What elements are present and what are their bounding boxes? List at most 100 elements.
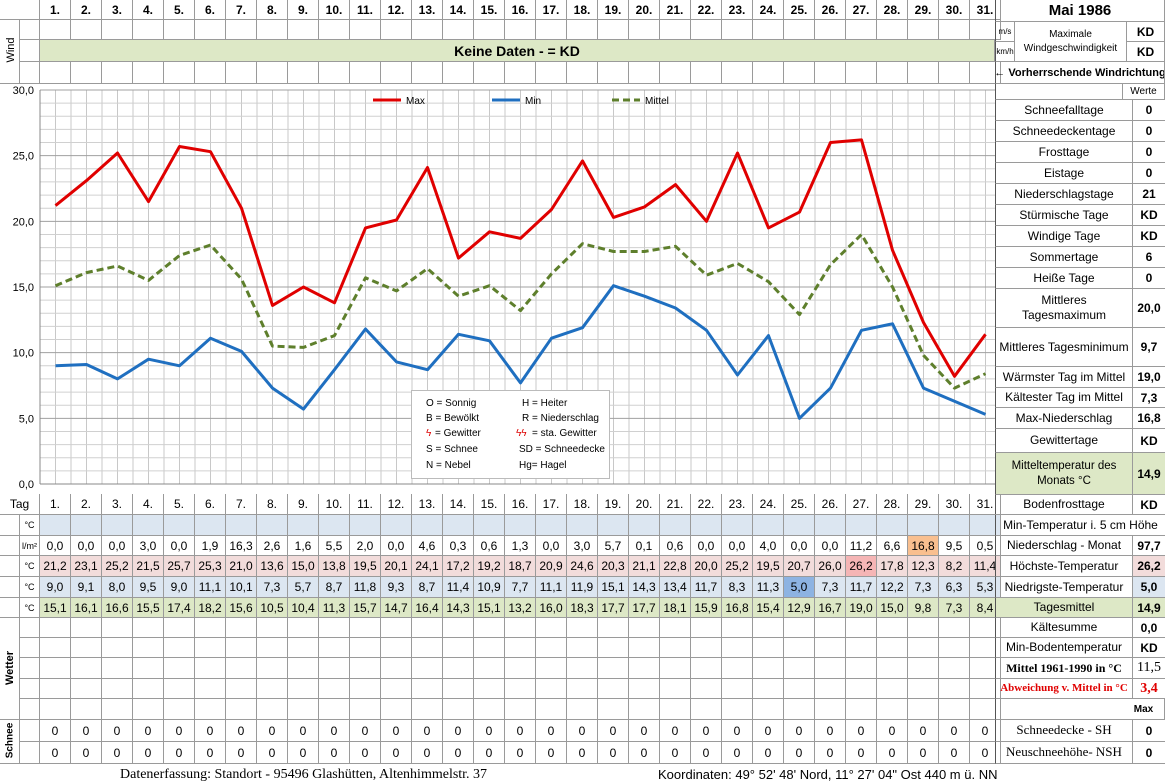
- stat-value: 7,3: [1140, 390, 1158, 405]
- stat-label: Schneefalltage: [996, 100, 1133, 120]
- wetter-cell: [40, 658, 71, 679]
- wetter-cell: [567, 658, 598, 679]
- wetter-cell: [133, 618, 164, 638]
- tmean-value: 16,0: [536, 598, 567, 618]
- wind-dir-cell: [784, 62, 815, 84]
- snow-nsh-value: 0: [598, 742, 629, 764]
- wetter-cell: [443, 638, 474, 658]
- tmean-value: 18,1: [660, 598, 691, 618]
- tmax-value: 25,2: [102, 556, 133, 577]
- wind-ms-cell: [226, 20, 257, 40]
- wetter-cell: [381, 638, 412, 658]
- y-tick-label: 30,0: [13, 85, 34, 97]
- y-tick-label: 5,0: [19, 413, 34, 425]
- wind-ms-cell: [598, 20, 629, 40]
- tmean-value: 15,5: [133, 598, 164, 618]
- summary-label: Niedrigste-Temperatur: [996, 577, 1133, 597]
- min5cm-value: [412, 515, 443, 536]
- min5cm-value: [102, 515, 133, 536]
- tmean-value: 15,1: [474, 598, 505, 618]
- wetter-cell: [164, 618, 195, 638]
- wetter-cell: [536, 638, 567, 658]
- day-header: 24.: [753, 0, 784, 20]
- wetter-cell: [412, 699, 443, 720]
- tmin-value: 8,7: [412, 577, 443, 598]
- unit-ms: m/s: [995, 22, 1015, 42]
- snow-nsh-value: 0: [40, 742, 71, 764]
- snow-sh-value: 0: [443, 720, 474, 742]
- tmax-value: 22,8: [660, 556, 691, 577]
- min5cm-value: [195, 515, 226, 536]
- day-footer-label: 10.: [319, 494, 350, 515]
- wetter-cell: [505, 679, 536, 699]
- wetter-cell: [846, 658, 877, 679]
- min5cm-value: [319, 515, 350, 536]
- wetter-cell: [474, 679, 505, 699]
- summary-value: 5,0: [1133, 577, 1165, 597]
- tmax-value: 21,2: [40, 556, 71, 577]
- lower-stat-value: 11,5: [1137, 660, 1161, 675]
- tmin-value: 5,7: [288, 577, 319, 598]
- precip-value: 0,6: [474, 536, 505, 556]
- tmax-value: 19,5: [753, 556, 784, 577]
- wetter-label-cell: [0, 618, 20, 720]
- day-header: 12.: [381, 0, 412, 20]
- tmax-value: 19,2: [474, 556, 505, 577]
- y-tick-label: 10,0: [13, 348, 34, 360]
- wetter-cell: [846, 618, 877, 638]
- tmean-value: 15,7: [350, 598, 381, 618]
- legend-sta-gewitter: = sta. Gewitter: [532, 428, 597, 439]
- day-footer-label: 27.: [846, 494, 877, 515]
- precip-value: 0,0: [40, 536, 71, 556]
- wind-ms-cell: [536, 20, 567, 40]
- day-footer-label: 13.: [412, 494, 443, 515]
- wetter-cell: [691, 638, 722, 658]
- wind-ms-cell: [133, 20, 164, 40]
- snow-sh-value: 0: [381, 720, 412, 742]
- day-header: 14.: [443, 0, 474, 20]
- wind-dir-cell: [908, 62, 939, 84]
- min5cm-value: [288, 515, 319, 536]
- tmin-summary-row: Niedrigste-Temperatur 5,0: [995, 577, 1165, 598]
- stat-value: KD: [1140, 229, 1158, 243]
- row-unit: °C: [20, 598, 40, 618]
- wetter-cell: [257, 658, 288, 679]
- wetter-cell: [71, 679, 102, 699]
- wetter-cell: [102, 618, 133, 638]
- schnee-spacer: [20, 720, 40, 742]
- legend-bewoelkt: B = Bewölkt: [426, 413, 480, 424]
- series-line-max: [54, 138, 987, 378]
- wetter-cell: [319, 679, 350, 699]
- tmean-value: 14,3: [443, 598, 474, 618]
- snow-sh-value: 0: [350, 720, 381, 742]
- wetter-cell: [505, 618, 536, 638]
- precip-value: 5,5: [319, 536, 350, 556]
- wetter-cell: [970, 658, 1001, 679]
- precip-value: 4,6: [412, 536, 443, 556]
- wind-ms-cell: [846, 20, 877, 40]
- day-footer-label: 9.: [288, 494, 319, 515]
- wind-dir-cell: [443, 62, 474, 84]
- lower-stat-row: Min-Bodentemperatur KD: [995, 638, 1165, 658]
- day-header: 3.: [102, 0, 133, 20]
- wetter-cell: [815, 658, 846, 679]
- stat-value: 16,8: [1137, 411, 1161, 425]
- blank: [20, 40, 40, 62]
- snow-nsh-value: 0: [846, 742, 877, 764]
- min5cm-value: [257, 515, 288, 536]
- tmin-value: 8,7: [319, 577, 350, 598]
- snow-nsh-value: 0: [443, 742, 474, 764]
- day-footer-label: 14.: [443, 494, 474, 515]
- max-wind-ms: KD: [1127, 22, 1165, 42]
- tmean-value: 15,9: [691, 598, 722, 618]
- wind-direction-label: ← Vorherrschende Windrichtung: [995, 62, 1165, 84]
- wind-ms-cell: [970, 20, 1001, 40]
- lower-stat-label: Kältesumme: [996, 618, 1133, 637]
- summary-value: 97,7: [1137, 538, 1161, 553]
- wetter-cell: [784, 658, 815, 679]
- wetter-cell: [629, 679, 660, 699]
- wetter-cell: [40, 699, 71, 720]
- day-header: 4.: [133, 0, 164, 20]
- wetter-cell: [102, 679, 133, 699]
- wetter-cell: [257, 679, 288, 699]
